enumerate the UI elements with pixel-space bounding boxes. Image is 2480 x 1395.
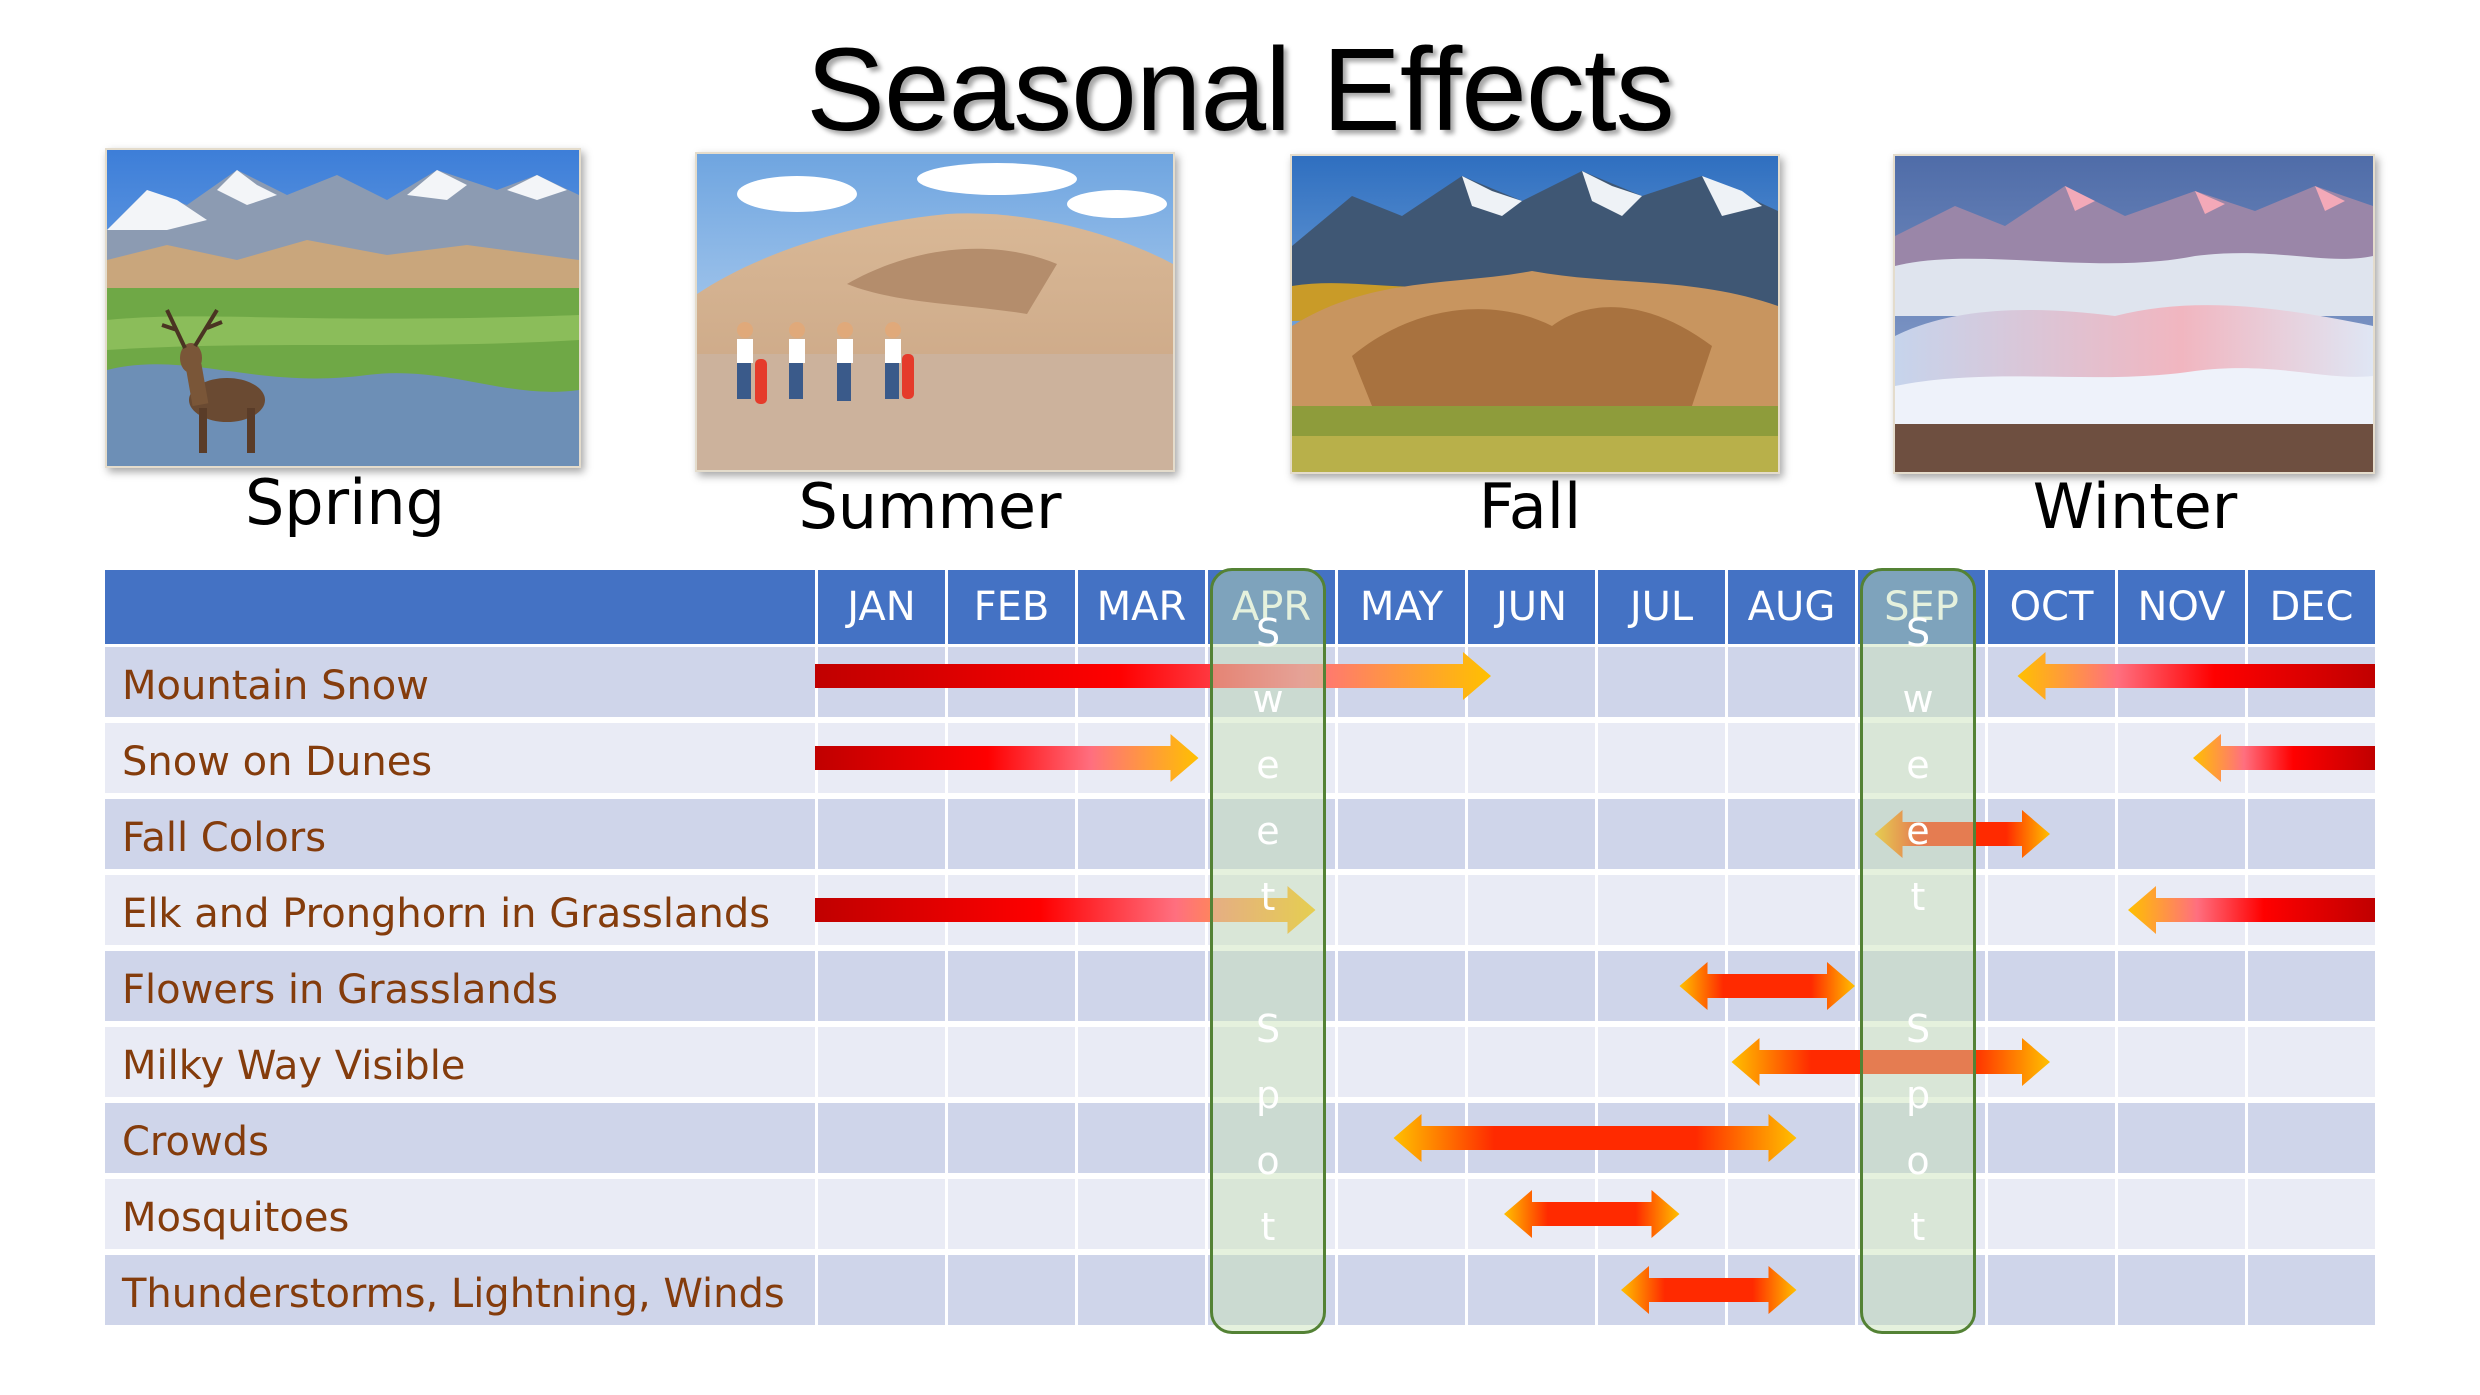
sweet-spot-letter: e xyxy=(1906,743,1930,787)
season-label-summer: Summer xyxy=(798,470,1062,543)
sweet-spot-letter: p xyxy=(1255,1073,1281,1117)
grid-line xyxy=(1985,644,1988,1328)
grid-lines xyxy=(105,644,2375,1328)
month-header-jan: JAN xyxy=(815,570,945,644)
row-label: Mountain Snow xyxy=(122,663,429,709)
season-label-spring: Spring xyxy=(244,466,446,539)
month-header-feb: FEB xyxy=(945,570,1075,644)
table-row: Snow on Dunes xyxy=(105,720,2375,793)
row-label: Snow on Dunes xyxy=(122,739,433,785)
month-header-oct: OCT xyxy=(1985,570,2115,644)
sweet-spot-letter: w xyxy=(1902,677,1934,721)
season-label-fall: Fall xyxy=(1478,470,1582,543)
row-label: Elk and Pronghorn in Grasslands xyxy=(122,891,771,937)
month-header-jul: JUL xyxy=(1595,570,1725,644)
slide-title: Seasonal Effects xyxy=(806,24,1674,156)
sweet-spot-letter: t xyxy=(1910,1205,1926,1249)
grid-line xyxy=(1075,644,1078,1328)
month-header-row: JAN FEB MAR APR MAY JUN JUL AUG SEP OCT … xyxy=(105,570,2375,644)
row-label: Thunderstorms, Lightning, Winds xyxy=(122,1271,785,1317)
month-header-apr: APR xyxy=(1205,570,1335,644)
month-header-aug: AUG xyxy=(1725,570,1855,644)
month-header-mar: MAR xyxy=(1075,570,1205,644)
grid-line xyxy=(1465,644,1468,1328)
grid-line xyxy=(1335,644,1338,1328)
sweet-spot-letter: S xyxy=(1905,611,1931,655)
grid-line xyxy=(815,644,818,1328)
table-row: Flowers in Grasslands xyxy=(105,948,2375,1021)
sweet-spot-letter: t xyxy=(1910,875,1926,919)
grid-line xyxy=(2115,644,2118,1328)
sweet-spot-letter: t xyxy=(1260,1205,1276,1249)
row-label: Fall Colors xyxy=(122,815,327,861)
sweet-spot-letter: o xyxy=(1906,1139,1930,1183)
sweet-spot-letter: S xyxy=(1255,1007,1281,1051)
grid-line xyxy=(1725,644,1728,1328)
month-header-nov: NOV xyxy=(2115,570,2245,644)
sweet-spot-letter: S xyxy=(1905,1007,1931,1051)
grid-line xyxy=(1855,644,1858,1328)
month-header-jun: JUN xyxy=(1465,570,1595,644)
winter-photo xyxy=(1893,154,2375,474)
month-header-may: MAY xyxy=(1335,570,1465,644)
sweet-spot-letter: e xyxy=(1906,809,1930,853)
sweet-spot-letter: w xyxy=(1252,677,1284,721)
sweet-spot-letter: t xyxy=(1260,875,1276,919)
table-row: Thunderstorms, Lightning, Winds xyxy=(105,1252,2375,1325)
table-row: Crowds xyxy=(105,1100,2375,1173)
sweet-spot-letter: e xyxy=(1256,809,1280,853)
row-label: Milky Way Visible xyxy=(122,1043,466,1089)
season-label-winter: Winter xyxy=(2032,470,2238,543)
sweet-spot-letter: e xyxy=(1256,743,1280,787)
spring-photo xyxy=(105,148,581,468)
grid-line xyxy=(1205,644,1208,1328)
grid-line xyxy=(945,644,948,1328)
grid-line xyxy=(1595,644,1598,1328)
sweet-spot-letter: p xyxy=(1905,1073,1931,1117)
sweet-spot-letter: S xyxy=(1255,611,1281,655)
summer-photo xyxy=(695,152,1175,472)
month-header-sep: SEP xyxy=(1855,570,1985,644)
row-label: Crowds xyxy=(122,1119,269,1165)
grid-line xyxy=(2245,644,2248,1328)
table-row: Mosquitoes xyxy=(105,1176,2375,1249)
row-label: Mosquitoes xyxy=(122,1195,350,1241)
month-header-dec: DEC xyxy=(2245,570,2375,644)
row-label: Flowers in Grasslands xyxy=(122,967,558,1013)
fall-photo xyxy=(1290,154,1780,474)
sweet-spot-letter: o xyxy=(1256,1139,1280,1183)
